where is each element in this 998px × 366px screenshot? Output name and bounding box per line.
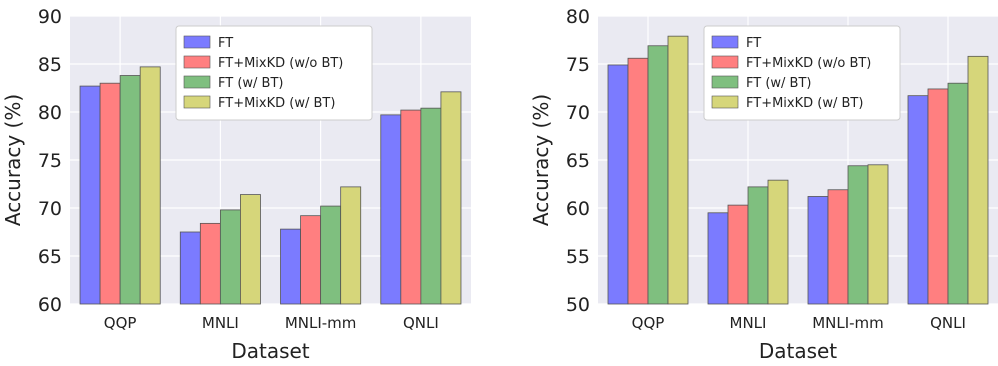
bar-ft-w-bt--mnli-mm bbox=[847, 165, 869, 305]
y-tick-label: 60 bbox=[566, 198, 590, 220]
x-tick-label: MNLI-mm bbox=[812, 314, 884, 332]
legend-label: FT bbox=[746, 36, 761, 51]
y-tick-label: 60 bbox=[38, 294, 62, 316]
legend: FT FT+MixKD (w/o BT) FT (w/ BT) FT+MixKD (w… bbox=[703, 25, 901, 121]
bar-ft-mixkd-w-bt--qnli bbox=[440, 91, 462, 305]
bar-ft-w-bt--qnli bbox=[420, 107, 442, 305]
bar-ft-qqp bbox=[79, 85, 101, 305]
legend-label: FT+MixKD (w/o BT) bbox=[746, 56, 871, 71]
legend-label: FT bbox=[218, 36, 233, 51]
bar-ft-mixkd-w-o-bt--qqp bbox=[627, 57, 649, 305]
bar-ft-mixkd-w-bt--mnli-mm bbox=[340, 186, 362, 305]
legend-swatch bbox=[183, 35, 211, 49]
x-tick-label: MNLI bbox=[730, 314, 767, 332]
bar-ft-mixkd-w-bt--qqp bbox=[667, 35, 689, 305]
legend-label: FT (w/ BT) bbox=[746, 76, 811, 91]
bar-ft-qnli bbox=[380, 114, 402, 305]
bar-ft-w-bt--mnli bbox=[219, 209, 241, 305]
bar-ft-mixkd-w-o-bt--mnli bbox=[199, 222, 221, 305]
y-tick-label: 55 bbox=[566, 246, 590, 268]
legend-swatch bbox=[183, 75, 211, 89]
legend-swatch bbox=[711, 95, 739, 109]
y-tick-label: 75 bbox=[38, 150, 62, 172]
y-tick-label: 80 bbox=[38, 102, 62, 124]
bar-ft-mnli-mm bbox=[807, 196, 829, 305]
x-tick-label: QNLI bbox=[930, 314, 966, 332]
bar-ft-mnli bbox=[707, 212, 729, 305]
legend-label: FT+MixKD (w/o BT) bbox=[218, 56, 343, 71]
bar-ft-qnli bbox=[907, 95, 929, 305]
y-tick-label: 75 bbox=[566, 54, 590, 76]
bar-ft-mixkd-w-bt--mnli bbox=[240, 194, 261, 305]
bar-ft-mixkd-w-o-bt--mnli-mm bbox=[827, 189, 849, 305]
y-tick-label: 50 bbox=[566, 294, 590, 316]
bar-ft-w-bt--qnli bbox=[947, 82, 969, 305]
y-axis-label: Accuracy (%) bbox=[529, 94, 553, 226]
bar-ft-mixkd-w-o-bt--qnli bbox=[927, 88, 949, 305]
legend-swatch bbox=[183, 55, 211, 69]
x-tick-label: QQP bbox=[632, 314, 665, 332]
chart-1: 60 65 70 75 80 85 90 QQP MNLI MNLI-mm QNLI Dataset A… bbox=[1, 6, 471, 363]
x-tick-label: MNLI-mm bbox=[285, 314, 357, 332]
legend-swatch bbox=[711, 55, 739, 69]
legend-swatch bbox=[183, 95, 211, 109]
bar-ft-w-bt--mnli-mm bbox=[320, 205, 342, 305]
legend-box bbox=[703, 25, 901, 121]
y-tick-label: 65 bbox=[566, 150, 590, 172]
legend: FT FT+MixKD (w/o BT) FT (w/ BT) FT+MixKD (w… bbox=[175, 25, 373, 121]
legend-swatch bbox=[711, 35, 739, 49]
bar-ft-mixkd-w-bt--qnli bbox=[967, 55, 989, 305]
x-tick-label: MNLI bbox=[202, 314, 239, 332]
y-tick-label: 90 bbox=[38, 6, 62, 28]
y-tick-label: 70 bbox=[566, 102, 590, 124]
bar-ft-qqp bbox=[607, 64, 629, 305]
bar-ft-mixkd-w-bt--qqp bbox=[139, 66, 161, 305]
y-tick-label: 70 bbox=[38, 198, 62, 220]
y-axis-label: Accuracy (%) bbox=[1, 94, 25, 226]
bar-ft-mnli bbox=[179, 231, 201, 305]
bar-ft-mixkd-w-o-bt--mnli bbox=[727, 204, 749, 305]
x-axis-label: Dataset bbox=[759, 339, 837, 362]
bar-ft-w-bt--mnli bbox=[747, 186, 769, 305]
legend-label: FT+MixKD (w/ BT) bbox=[746, 96, 863, 111]
y-tick-label: 80 bbox=[566, 6, 590, 28]
bar-ft-mixkd-w-o-bt--qqp bbox=[99, 82, 121, 305]
x-axis-label: Dataset bbox=[231, 339, 309, 362]
bar-ft-mnli-mm bbox=[280, 228, 301, 305]
legend-label: FT+MixKD (w/ BT) bbox=[218, 96, 335, 111]
y-tick-label: 65 bbox=[38, 246, 62, 268]
bar-ft-w-bt--qqp bbox=[647, 45, 669, 305]
legend-swatch bbox=[711, 75, 739, 89]
bar-ft-mixkd-w-bt--mnli bbox=[767, 179, 789, 305]
x-tick-label: QNLI bbox=[403, 314, 439, 332]
bar-ft-mixkd-w-o-bt--mnli-mm bbox=[300, 215, 322, 305]
legend-label: FT (w/ BT) bbox=[218, 76, 283, 91]
y-tick-label: 85 bbox=[38, 54, 62, 76]
bar-ft-w-bt--qqp bbox=[119, 75, 141, 305]
bar-ft-mixkd-w-o-bt--qnli bbox=[400, 109, 422, 305]
legend-box bbox=[175, 25, 373, 121]
chart-2: 50 55 60 65 70 75 80 QQP MNLI MNLI-mm QNLI Dataset A… bbox=[529, 6, 998, 363]
bar-ft-mixkd-w-bt--mnli-mm bbox=[867, 164, 889, 305]
x-tick-label: QQP bbox=[104, 314, 137, 332]
